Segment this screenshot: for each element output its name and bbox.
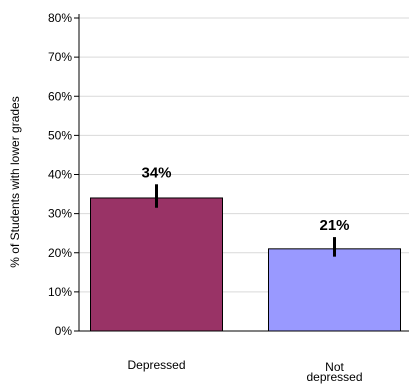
bars (90, 184, 401, 332)
y-tick-label: 80% (48, 11, 72, 25)
bar (268, 248, 401, 332)
y-tick-label: 30% (48, 207, 72, 221)
labels: 0% 10% 20% 30% 40% 50% 60% 70% 80% 34% Depressed 21… (48, 11, 363, 384)
axes (74, 14, 409, 332)
x-tick-label: depressed (306, 370, 362, 384)
y-tick-label: 10% (48, 285, 72, 299)
y-tick-label: 40% (48, 168, 72, 182)
y-tick-label: 50% (48, 128, 72, 142)
y-tick-label: 70% (48, 50, 72, 64)
value-label: 34% (141, 164, 171, 181)
x-tick-label: Not (325, 360, 344, 374)
bar (90, 197, 223, 332)
y-tick-label: 60% (48, 89, 72, 103)
y-axis-label: % of Students with lower grades (8, 96, 22, 267)
x-tick-label: Depressed (127, 358, 185, 372)
value-label: 21% (319, 217, 349, 234)
y-tick-label: 20% (48, 246, 72, 260)
y-tick-label: 0% (55, 324, 73, 338)
